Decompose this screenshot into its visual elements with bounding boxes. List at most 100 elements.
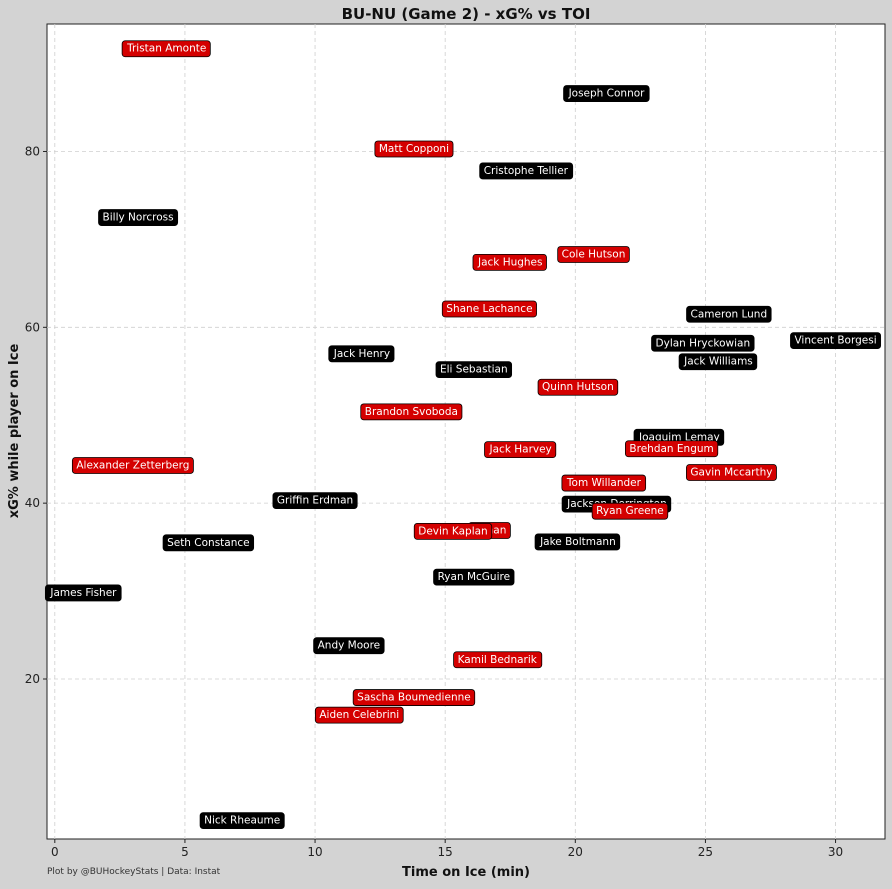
point-label-text: Dylan Hryckowian: [656, 337, 751, 349]
x-tick-label: 20: [568, 845, 583, 859]
point-label-text: Alexander Zetterberg: [76, 459, 189, 471]
point-label-text: Joaquim Lemay: [638, 431, 720, 443]
point-label-text: Vincent Borgesi: [794, 335, 876, 347]
point-label: Aiden Celebrini: [314, 706, 404, 724]
point-label-box: [433, 568, 515, 586]
point-label-box: [352, 689, 476, 706]
point-label-text: Gavin Mccarthy: [690, 467, 772, 479]
x-tick-label: 25: [698, 845, 713, 859]
point-label: Sascha Boumedienne: [352, 689, 476, 706]
point-label-box: [591, 502, 669, 520]
point-label-text: Eli Sebastian: [440, 364, 508, 376]
point-label: Joseph Connor: [563, 85, 650, 102]
point-label-box: [686, 464, 777, 481]
point-label-box: [561, 474, 647, 492]
y-axis-label: xG% while player on Ice: [7, 344, 22, 519]
point-label-box: [162, 534, 255, 552]
point-label-box: [199, 812, 285, 830]
point-label: Jack Harvey: [484, 441, 557, 459]
point-label: Nick Rheaume: [199, 812, 285, 830]
point-label-text: Quinn Hutson: [542, 381, 614, 393]
point-label-text: Jack Harvey: [489, 444, 552, 456]
point-label-box: [441, 300, 537, 318]
point-label-text: Joseph Connor: [568, 88, 646, 100]
point-label: Vincent Borgesi: [790, 332, 882, 350]
point-label-box: [537, 378, 619, 396]
x-axis-label: Time on Ice (min): [402, 865, 530, 880]
point-label: Tom Willander: [561, 474, 647, 492]
point-label-box: [374, 140, 454, 158]
point-labels: Tristan Amonte Joseph Connor Matt Copponi C…: [44, 40, 882, 830]
point-label: Billy Norcross: [98, 209, 179, 226]
point-label-text: Seth Constance: [167, 537, 250, 549]
point-label: Jake Boltmann: [534, 533, 621, 551]
point-label: Kamil Bednarik: [453, 651, 543, 669]
x-tick-label: 0: [51, 845, 59, 859]
point-label-box: [328, 345, 395, 363]
point-label-box: [563, 85, 650, 102]
credit-text: Plot by @BUHockeyStats | Data: Instat: [47, 867, 221, 877]
point-label-text: Billy Norcross: [103, 212, 174, 224]
y-tick-label: 20: [25, 672, 40, 686]
point-label-box: [453, 651, 543, 669]
point-label-text: Devin Kaplan: [418, 525, 487, 537]
y-tick-label: 80: [25, 144, 40, 158]
point-label-box: [98, 209, 179, 226]
point-label: Alexander Zetterberg: [71, 457, 194, 474]
point-label-text: Tristan Amonte: [126, 43, 206, 55]
y-tick-label: 40: [25, 496, 40, 510]
point-label: Cristophe Tellier: [479, 162, 574, 180]
point-label-text: Jack Henry: [333, 348, 390, 360]
point-label-box: [651, 334, 755, 352]
point-label: Ryan Greene: [591, 502, 669, 520]
point-label-text: Griffin Erdman: [277, 495, 353, 507]
point-label: Gavin Mccarthy: [686, 464, 777, 481]
y-tick-label: 60: [25, 320, 40, 334]
point-label-box: [71, 457, 194, 474]
point-label-box: [313, 637, 385, 655]
x-tick-label: 10: [307, 845, 322, 859]
point-label-box: [435, 361, 513, 379]
point-label-box: [625, 440, 719, 458]
point-label-text: Jake Boltmann: [539, 536, 616, 548]
point-label-box: [413, 523, 493, 540]
point-label-text: Jack Williams: [683, 356, 753, 368]
point-label-text: Kamil Bednarik: [458, 654, 538, 666]
point-label-box: [479, 162, 574, 180]
point-label-box: [557, 246, 630, 263]
point-label-box: [678, 353, 758, 371]
x-tick-label: 30: [828, 845, 843, 859]
point-label: Griffin Erdman: [272, 492, 358, 510]
point-label: Seth Constance: [162, 534, 255, 552]
point-label-text: Cameron Lund: [691, 308, 768, 320]
axis-ticks: 0 5 10 15 20 25 30 20 40 60 80: [25, 144, 843, 859]
x-tick-label: 15: [438, 845, 453, 859]
point-label: Jack Henry: [328, 345, 395, 363]
point-label-text: Nick Rheaume: [204, 815, 280, 827]
point-label-text: James Fisher: [49, 587, 117, 599]
point-label: Andy Moore: [313, 637, 385, 655]
point-label: Matt Copponi: [374, 140, 454, 158]
point-label: Quinn Hutson: [537, 378, 619, 396]
point-label: Devin Kaplan: [413, 523, 493, 540]
point-label: James Fisher: [44, 584, 122, 602]
point-label-box: [121, 40, 211, 58]
point-label: Cole Hutson: [557, 246, 630, 263]
point-label-text: Ryan McGuire: [438, 571, 510, 583]
point-label: Jack Williams: [678, 353, 758, 371]
point-label: Tristan Amonte: [121, 40, 211, 58]
point-label: Cameron Lund: [686, 305, 772, 323]
point-label-box: [360, 403, 463, 421]
point-label-text: Brehdan Engum: [629, 443, 713, 455]
point-label-text: Cole Hutson: [562, 248, 626, 260]
x-tick-label: 5: [181, 845, 189, 859]
point-label: Jack Hughes: [472, 253, 547, 271]
point-label: Brandon Svoboda: [360, 403, 463, 421]
point-label-text: Jack Hughes: [477, 256, 543, 268]
point-label-box: [472, 253, 547, 271]
point-label-box: [314, 706, 404, 724]
point-label-text: Sascha Boumedienne: [357, 692, 471, 704]
point-label-box: [686, 305, 772, 323]
